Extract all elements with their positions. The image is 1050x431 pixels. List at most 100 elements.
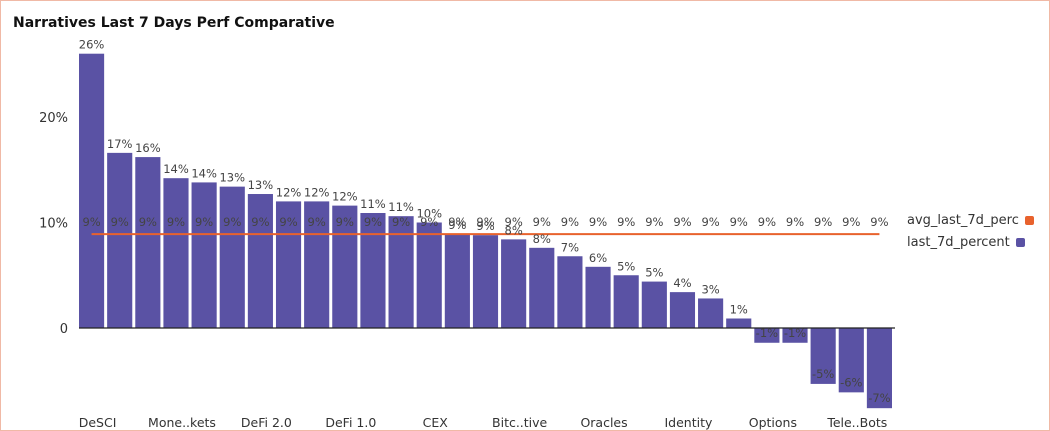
- bar: [557, 256, 583, 328]
- x-tick-label: DeSCI: [79, 415, 117, 430]
- avg-value-label: 9%: [167, 215, 185, 229]
- bar-value-label: 6%: [589, 251, 607, 265]
- x-tick-label: Tele..Bots: [826, 415, 887, 430]
- avg-value-label: 9%: [730, 215, 748, 229]
- avg-value-label: 9%: [870, 215, 888, 229]
- bar-value-label: 16%: [135, 141, 161, 155]
- legend-swatch-last7d: [1015, 237, 1025, 247]
- bar: [191, 182, 217, 328]
- bar-value-label: 11%: [388, 200, 414, 214]
- bar-value-label: 12%: [304, 185, 330, 199]
- bar-value-label: 26%: [79, 38, 105, 52]
- bar-value-label: 1%: [730, 303, 748, 317]
- bar: [501, 239, 527, 328]
- avg-value-label: 9%: [814, 215, 832, 229]
- avg-value-label: 9%: [758, 215, 776, 229]
- bar: [669, 292, 696, 328]
- bar-value-label: 12%: [332, 190, 358, 204]
- bar-value-label: -7%: [868, 391, 890, 405]
- bar-value-label: 5%: [645, 266, 663, 280]
- bar: [585, 266, 611, 328]
- bar: [529, 247, 555, 328]
- x-tick-label: Oracles: [580, 415, 627, 430]
- x-tick-label: Bitc..tive: [492, 415, 548, 430]
- bar: [416, 222, 442, 328]
- avg-value-label: 9%: [139, 215, 157, 229]
- bar: [360, 213, 386, 328]
- y-tick-label: 20%: [39, 111, 68, 126]
- avg-value-label: 9%: [533, 215, 551, 229]
- bar-value-label: -6%: [840, 375, 862, 389]
- bar: [79, 53, 105, 328]
- avg-value-label: 9%: [645, 215, 663, 229]
- bar: [388, 216, 414, 328]
- avg-value-label: 9%: [786, 215, 804, 229]
- bar: [247, 194, 273, 328]
- x-tick-label: DeFi 1.0: [325, 415, 376, 430]
- avg-value-label: 9%: [476, 215, 494, 229]
- bar-value-label: 17%: [107, 137, 133, 151]
- bar: [782, 328, 808, 343]
- bar-value-label: 3%: [701, 282, 719, 296]
- y-tick-label: 10%: [39, 217, 68, 232]
- x-tick-label: Options: [749, 415, 797, 430]
- bar-value-label: 9%: [448, 218, 466, 232]
- bar-value-label: 11%: [360, 197, 386, 211]
- avg-value-label: 9%: [701, 215, 719, 229]
- bar: [726, 318, 752, 328]
- avg-value-label: 9%: [223, 215, 241, 229]
- bar-value-label: 9%: [476, 219, 494, 233]
- avg-value-label: 9%: [279, 215, 297, 229]
- avg-value-label: 9%: [251, 215, 269, 229]
- bar: [163, 178, 189, 328]
- avg-value-label: 9%: [195, 215, 213, 229]
- avg-value-label: 9%: [505, 215, 523, 229]
- bar-value-label: 10%: [416, 207, 442, 221]
- bar-value-label: 13%: [219, 171, 245, 185]
- avg-value-label: 9%: [420, 215, 438, 229]
- bar-value-label: 7%: [561, 240, 579, 254]
- bar: [444, 234, 470, 328]
- legend-swatch-avg: [1024, 215, 1034, 225]
- legend-label-last7d: last_7d_percent: [907, 234, 1010, 250]
- avg-value-label: 9%: [673, 215, 691, 229]
- bar-value-label: 12%: [276, 185, 302, 199]
- bar-value-label: -1%: [756, 326, 778, 340]
- x-tick-label: Mone..kets: [148, 415, 216, 430]
- legend: avg_last_7d_perc last_7d_percent: [907, 209, 1034, 253]
- avg-value-label: 9%: [589, 215, 607, 229]
- avg-value-label: 9%: [448, 215, 466, 229]
- bar: [838, 328, 864, 393]
- bar: [304, 201, 330, 328]
- bar-value-label: 8%: [533, 232, 551, 246]
- bar: [698, 298, 724, 328]
- avg-value-label: 9%: [308, 215, 326, 229]
- y-tick-label: 0: [60, 322, 68, 337]
- avg-value-label: 9%: [364, 215, 382, 229]
- bar-value-label: 5%: [617, 259, 635, 273]
- bar-value-label: -5%: [812, 367, 834, 381]
- bar: [107, 152, 133, 328]
- x-tick-label: DeFi 2.0: [241, 415, 292, 430]
- legend-item-avg[interactable]: avg_last_7d_perc: [907, 209, 1034, 231]
- bar: [641, 281, 667, 328]
- bar: [810, 328, 836, 384]
- avg-value-label: 9%: [111, 215, 129, 229]
- avg-value-label: 9%: [561, 215, 579, 229]
- legend-label-avg: avg_last_7d_perc: [907, 212, 1019, 228]
- chart-title: Narratives Last 7 Days Perf Comparative: [13, 15, 335, 31]
- bar: [613, 275, 639, 328]
- bar-value-label: 13%: [248, 178, 274, 192]
- legend-item-last7d[interactable]: last_7d_percent: [907, 231, 1034, 253]
- bar-value-label: -1%: [784, 326, 806, 340]
- bar: [275, 201, 302, 328]
- x-tick-label: CEX: [423, 415, 449, 430]
- avg-value-label: 9%: [392, 215, 410, 229]
- bar: [135, 157, 161, 328]
- bar: [219, 186, 245, 328]
- x-tick-label: Identity: [665, 415, 714, 430]
- avg-value-label: 9%: [617, 215, 635, 229]
- bar: [472, 235, 499, 328]
